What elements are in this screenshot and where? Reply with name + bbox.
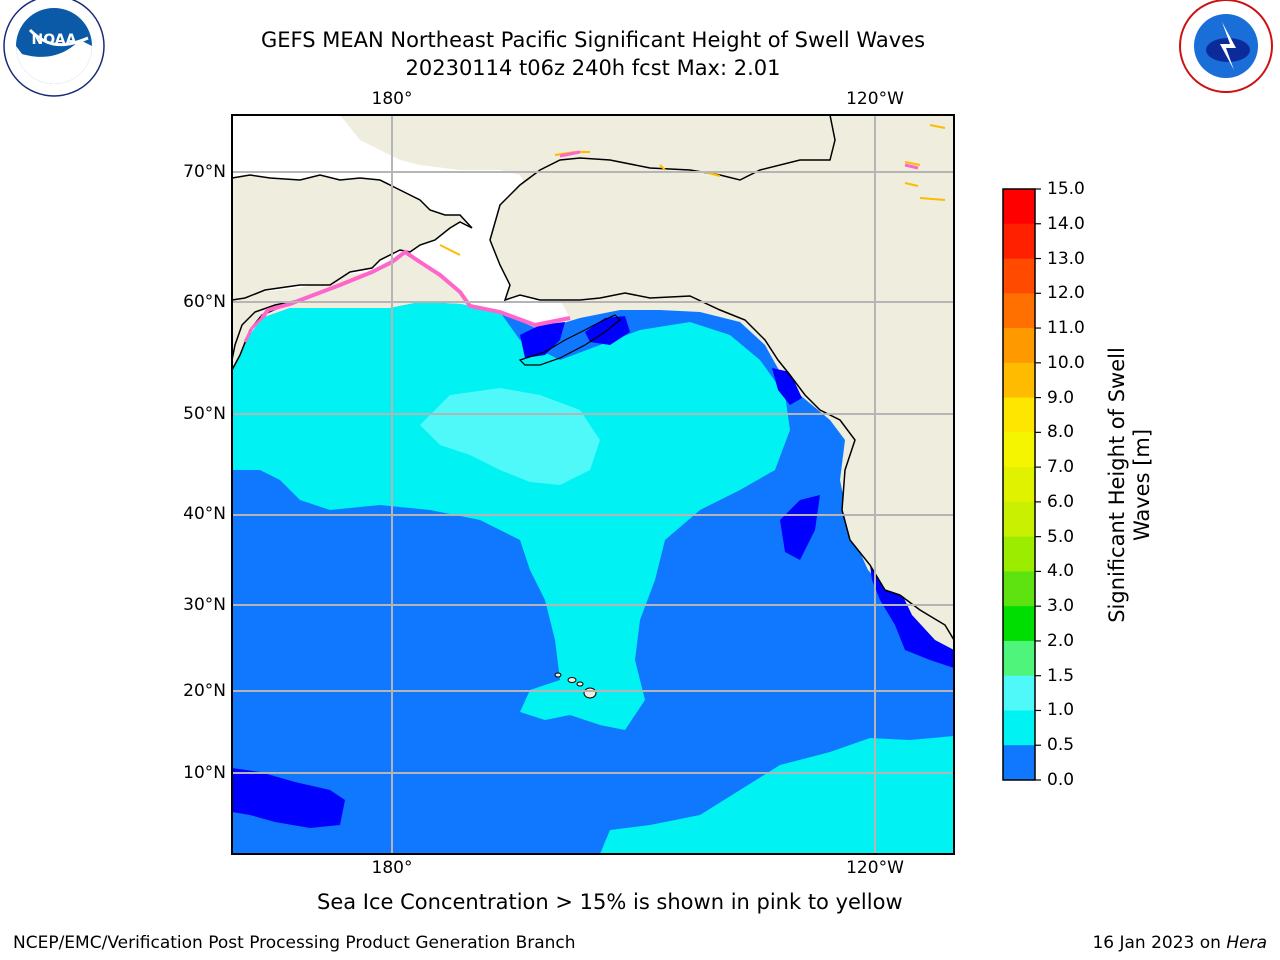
colorbar-label-line1: Significant Height of Swell: [1105, 347, 1129, 623]
map-panel: [232, 115, 954, 854]
colorbar-segment: [1003, 223, 1035, 260]
colorbar-segment: [1003, 536, 1035, 572]
sea-ice-edge: [260, 249, 571, 328]
colorbar-tick-label: 0.0: [1047, 770, 1075, 790]
nws-logo: [1176, 0, 1276, 96]
colorbar-frame: [1002, 188, 1036, 781]
colorbar-tick-label: 6.0: [1047, 491, 1075, 512]
colorbar-segment: [1003, 293, 1035, 329]
colorbar-tick-label: 1.5: [1047, 665, 1075, 686]
lat-label-10n: 10°N: [183, 763, 226, 783]
low-swell-region-west: [232, 768, 345, 828]
colorbar-tick-label: 0.5: [1047, 735, 1075, 756]
colorbar-segment: [1003, 397, 1035, 433]
colorbar-tick-label: 15.0: [1047, 179, 1085, 199]
colorbar-segment: [1003, 571, 1035, 607]
noaa-logo: [3, 0, 105, 97]
footer-date-text: 16 Jan 2023 on: [1092, 933, 1227, 953]
colorbar-segment: [1003, 432, 1035, 468]
swell-region-1.5-2: [420, 388, 600, 485]
lat-label-50n: 50°N: [183, 404, 226, 424]
colorbar-segment: [1003, 258, 1035, 294]
map-frame: [231, 114, 955, 855]
colorbar-segment: [1003, 328, 1035, 364]
lat-label-30n: 30°N: [183, 595, 226, 615]
colorbar-segment: [1003, 710, 1035, 746]
colorbar-label-line2: Waves [m]: [1130, 428, 1154, 542]
low-swell-region-bc: [772, 368, 802, 405]
footer-date: 16 Jan 2023 on Hera: [1092, 933, 1267, 953]
lat-label-70n: 70°N: [183, 162, 226, 182]
colorbar-label: Significant Height of Swell Waves [m]: [1105, 347, 1155, 623]
colorbar-segment: [1003, 606, 1035, 642]
noaa-logo-text: NOAA: [31, 32, 77, 48]
colorbar-tick-label: 9.0: [1047, 387, 1075, 408]
lon-label-top-120w: 120°W: [846, 89, 904, 109]
colorbar-segment: [1003, 745, 1035, 781]
lat-label-60n: 60°N: [183, 292, 226, 312]
land-siberia: [232, 174, 473, 301]
colorbar-tick-label: 2.0: [1047, 630, 1075, 651]
footer-credit: NCEP/EMC/Verification Post Processing Pr…: [13, 933, 576, 953]
lon-label-bottom-180: 180°: [371, 858, 413, 878]
footer-host: Hera: [1226, 933, 1267, 953]
lon-label-top-180: 180°: [371, 89, 413, 109]
colorbar-segment: [1003, 467, 1035, 503]
colorbar-tick-label: 4.0: [1047, 561, 1075, 582]
colorbar: [1003, 188, 1041, 781]
colorbar-segment: [1003, 640, 1035, 677]
chart-subtitle: 20230114 t06z 240h fcst Max: 2.01: [405, 56, 781, 80]
low-swell-region-bay: [520, 322, 565, 358]
colorbar-tick-label: 1.0: [1047, 700, 1075, 721]
swell-region-south: [600, 736, 954, 854]
land-aleutian: [518, 314, 621, 366]
colorbar-tick-label: 7.0: [1047, 457, 1075, 478]
gridlines: [232, 115, 954, 854]
lon-label-bottom-120w: 120°W: [846, 858, 904, 878]
colorbar-segment: [1003, 189, 1035, 225]
colorbar-tick-label: 11.0: [1047, 318, 1085, 339]
lat-label-40n: 40°N: [183, 504, 226, 524]
colorbar-tick-label: 13.0: [1047, 248, 1085, 269]
colorbar-tick-label: 5.0: [1047, 526, 1075, 547]
colorbar-tick-label: 8.0: [1047, 422, 1075, 443]
colorbar-tick-label: 12.0: [1047, 283, 1085, 304]
chart-title: GEFS MEAN Northeast Pacific Significant …: [260, 28, 926, 52]
colorbar-segment: [1003, 362, 1035, 399]
low-swell-region-baja: [780, 495, 820, 560]
lat-label-20n: 20°N: [183, 681, 226, 701]
sea-ice-edge-pink: [243, 150, 919, 343]
colorbar-segment: [1003, 675, 1035, 711]
colorbar-tick-label: 3.0: [1047, 596, 1075, 617]
sea-ice-note: Sea Ice Concentration > 15% is shown in …: [317, 890, 903, 914]
colorbar-tick-label: 10.0: [1047, 352, 1085, 373]
colorbar-tick-label: 14.0: [1047, 213, 1085, 234]
colorbar-segment: [1003, 501, 1035, 538]
